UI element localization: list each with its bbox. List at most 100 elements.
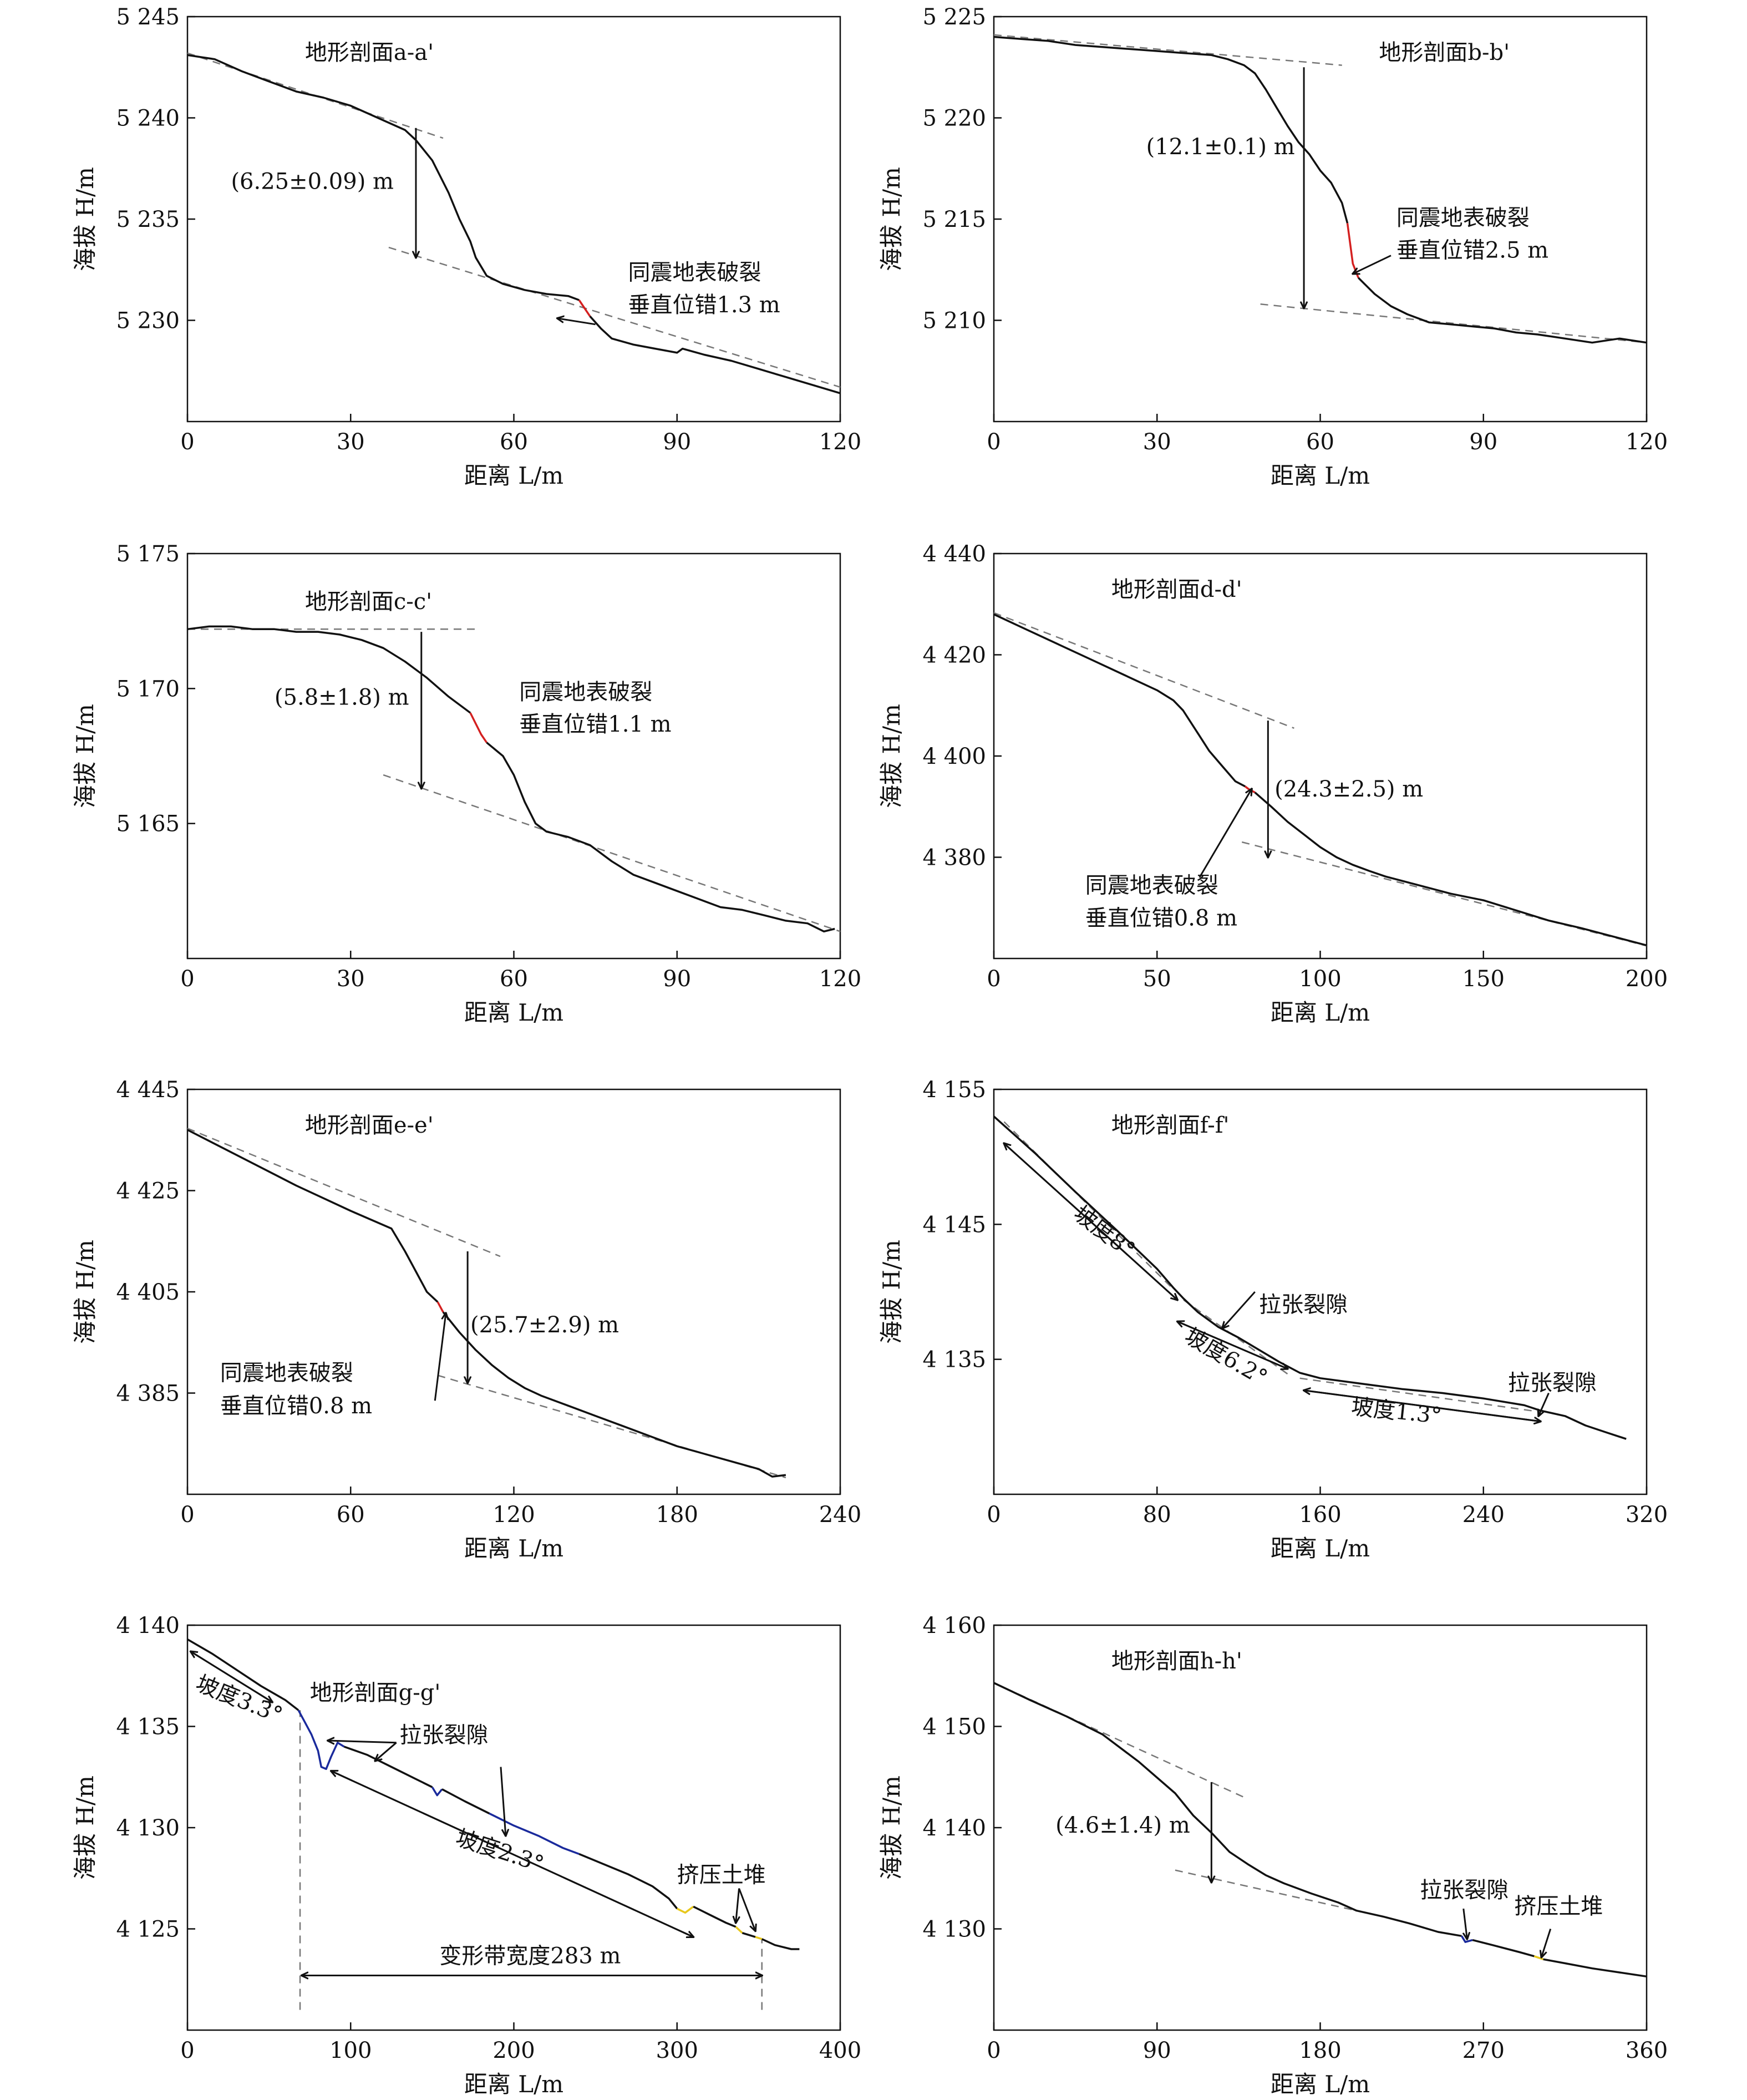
profile-line xyxy=(442,1311,786,1478)
trend-guide-line xyxy=(437,1374,786,1479)
y-axis-label: 海拔 H/m xyxy=(72,1776,99,1880)
annotation-label: 同震地表破裂 xyxy=(628,260,761,286)
trend-guide-line xyxy=(1183,1299,1292,1378)
profile-line xyxy=(993,35,1349,224)
x-tick-label: 60 xyxy=(500,429,528,455)
annotation-label: (5.8±1.8) m xyxy=(275,685,409,711)
profile-line xyxy=(187,625,471,714)
plot-frame xyxy=(186,16,841,423)
profile-line xyxy=(677,1905,694,1914)
y-tick-label: 5 235 xyxy=(116,207,180,232)
y-axis-label: 海拔 H/m xyxy=(72,1240,99,1344)
y-tick-label: 4 125 xyxy=(116,1917,180,1942)
x-tick-label: 120 xyxy=(1626,429,1668,455)
x-tick-label: 0 xyxy=(180,2038,194,2063)
x-tick-label: 270 xyxy=(1462,2038,1505,2063)
annotation-label: 同震地表破裂 xyxy=(1396,205,1530,231)
x-tick-label: 30 xyxy=(1143,429,1171,455)
x-axis-label: 距离 L/m xyxy=(464,462,563,489)
annotation-label: 垂直位错0.8 m xyxy=(1085,906,1237,931)
x-tick-label: 200 xyxy=(492,2038,535,2063)
y-axis-label: 海拔 H/m xyxy=(878,1240,905,1344)
annotation-label: 同震地表破裂 xyxy=(1085,873,1218,898)
panel-title: 地形剖面d-d' xyxy=(1111,577,1242,602)
profile-line xyxy=(761,1938,800,1950)
y-tick-label: 4 145 xyxy=(922,1212,986,1237)
annotation-label: 挤压土堆 xyxy=(677,1863,766,1888)
x-tick-label: 0 xyxy=(987,966,1001,992)
x-tick-label: 120 xyxy=(492,1502,535,1528)
profile-line xyxy=(993,613,1246,788)
annotation-label: 挤压土堆 xyxy=(1514,1894,1603,1919)
y-tick-label: 4 130 xyxy=(922,1917,986,1942)
profile-panel-g: 0 100 200 300 400 4 125 4 130 4 135 4 140 距离 L/m 海… xyxy=(72,1613,861,2098)
trend-guide-line xyxy=(1260,303,1647,343)
panel-title: 地形剖面h-h' xyxy=(1111,1648,1242,1674)
y-tick-label: 5 220 xyxy=(922,106,986,131)
annotation-arrow xyxy=(1222,1291,1256,1328)
annotation-arrow xyxy=(1464,1908,1467,1939)
annotation-label: (24.3±2.5) m xyxy=(1274,777,1423,802)
plot-frame xyxy=(993,16,1648,423)
y-tick-label: 4 425 xyxy=(116,1179,180,1204)
annotation-arrow xyxy=(1177,1322,1288,1370)
annotation-arrow xyxy=(375,1742,397,1761)
profile-line xyxy=(187,1129,439,1303)
trend-guide-line xyxy=(1175,1869,1384,1918)
profile-line xyxy=(578,300,591,317)
annotation-label: (12.1±0.1) m xyxy=(1146,134,1295,160)
x-tick-label: 360 xyxy=(1626,2038,1668,2063)
x-tick-label: 320 xyxy=(1626,1502,1668,1528)
annotation-label: (6.25±0.09) m xyxy=(231,169,394,194)
x-tick-label: 240 xyxy=(1462,1502,1505,1528)
profile-panel-h: 0 90 180 270 360 4 130 4 140 4 150 4 160 距离 L/m 海拔… xyxy=(878,1613,1668,2098)
profile-line xyxy=(187,54,580,301)
annotation-label: 垂直位错1.1 m xyxy=(519,712,671,737)
annotation-label: 拉张裂隙 xyxy=(1420,1878,1509,1903)
annotation-arrow xyxy=(736,1888,739,1923)
y-axis-label: 海拔 H/m xyxy=(878,704,905,808)
profile-line xyxy=(469,712,487,743)
annotation-arrow xyxy=(738,1888,755,1931)
y-axis-label: 海拔 H/m xyxy=(878,167,905,271)
x-tick-label: 50 xyxy=(1143,966,1171,992)
y-tick-label: 4 155 xyxy=(922,1077,986,1103)
y-tick-label: 4 440 xyxy=(922,541,986,567)
profile-line xyxy=(1254,792,1647,946)
x-tick-label: 60 xyxy=(1306,429,1334,455)
profile-line xyxy=(693,1905,737,1928)
y-tick-label: 5 170 xyxy=(116,676,180,702)
annotation-label: 拉张裂隙 xyxy=(400,1723,489,1748)
x-tick-label: 300 xyxy=(656,2038,698,2063)
x-tick-label: 400 xyxy=(819,2038,861,2063)
trend-guide-line xyxy=(1299,1377,1541,1413)
y-tick-label: 4 400 xyxy=(922,744,986,769)
annotation-arrow xyxy=(328,1741,397,1743)
x-axis-label: 距离 L/m xyxy=(1271,999,1370,1026)
annotation-arrow xyxy=(1004,1143,1179,1301)
annotation-label: 垂直位错2.5 m xyxy=(1396,237,1548,263)
y-tick-label: 4 385 xyxy=(116,1381,180,1407)
profile-line xyxy=(735,1926,743,1934)
profile-panel-a: 0 30 60 90 120 5 230 5 235 5 240 5 245 距离 L/m 海拔 H… xyxy=(72,4,861,489)
y-tick-label: 4 445 xyxy=(116,1077,180,1103)
x-axis-label: 距离 L/m xyxy=(1271,462,1370,489)
x-tick-label: 60 xyxy=(337,1502,365,1528)
y-tick-label: 4 140 xyxy=(922,1815,986,1841)
y-tick-label: 5 175 xyxy=(116,541,180,567)
x-tick-label: 150 xyxy=(1462,966,1505,992)
y-tick-label: 5 165 xyxy=(116,811,180,837)
annotation-label: 拉张裂隙 xyxy=(1259,1292,1348,1318)
x-tick-label: 120 xyxy=(819,966,861,992)
annotation-arrow xyxy=(1198,789,1252,878)
annotation-label: 坡度6.2° xyxy=(1180,1323,1272,1391)
panel-title: 地形剖面c-c' xyxy=(305,589,432,615)
x-tick-label: 180 xyxy=(656,1502,698,1528)
y-axis-label: 海拔 H/m xyxy=(72,167,99,271)
annotation-label: 变形带宽度283 m xyxy=(439,1944,621,1969)
x-tick-label: 90 xyxy=(663,966,691,992)
x-tick-label: 160 xyxy=(1299,1502,1341,1528)
panel-title: 地形剖面f-f' xyxy=(1111,1113,1230,1138)
y-tick-label: 4 135 xyxy=(116,1715,180,1740)
profile-panel-e: 0 60 120 180 240 4 385 4 405 4 425 4 445 距离 L/m 海拔… xyxy=(72,1077,861,1562)
